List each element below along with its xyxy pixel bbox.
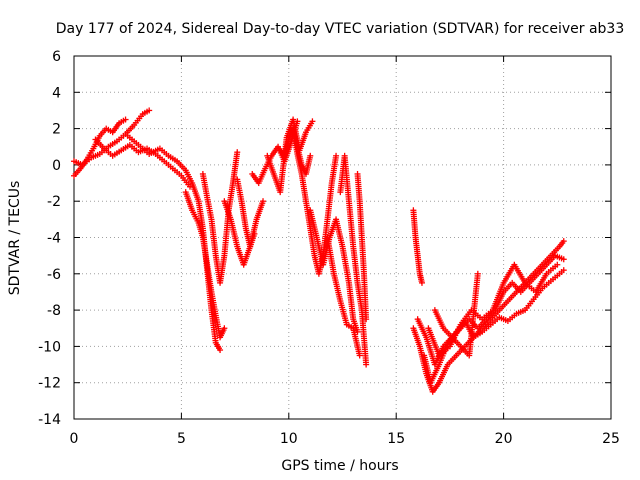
chart-title: Day 177 of 2024, Sidereal Day-to-day VTE… <box>56 21 625 37</box>
x-axis-label: GPS time / hours <box>281 458 398 474</box>
y-axis-label: SDTVAR / TECUs <box>7 181 23 296</box>
grid-lines <box>74 56 611 419</box>
data-point <box>307 152 314 159</box>
y-tick-label: -10 <box>38 339 61 355</box>
x-tick-label: 0 <box>70 431 79 447</box>
y-tick-label: 2 <box>52 122 61 138</box>
y-tick-label: 4 <box>52 85 61 101</box>
y-tick-label: -8 <box>47 303 61 319</box>
data-point <box>560 256 567 263</box>
data-point <box>333 152 340 159</box>
data-point <box>221 325 228 332</box>
data-point <box>122 116 129 123</box>
x-tick-label: 20 <box>495 431 513 447</box>
data-point <box>146 107 153 114</box>
data-point <box>554 261 561 268</box>
data-point <box>363 361 370 368</box>
data-point <box>217 347 224 354</box>
x-tick-label: 5 <box>177 431 186 447</box>
y-tick-label: -4 <box>47 231 61 247</box>
y-tick-label: -2 <box>47 194 61 210</box>
y-tick-label: -6 <box>47 267 61 283</box>
y-tick-label: -12 <box>38 376 61 392</box>
data-point <box>251 230 258 237</box>
data-points <box>71 107 567 395</box>
data-point <box>418 279 425 286</box>
data-point <box>309 118 316 125</box>
data-point <box>234 149 241 156</box>
y-tick-label: 0 <box>52 158 61 174</box>
axis-ticks: 0 5 10 15 20 25 -14 -12 -10 -8 -6 -4 -2 0 2 4 6 <box>38 49 620 447</box>
data-point <box>560 238 567 245</box>
data-point <box>474 270 481 277</box>
x-tick-label: 10 <box>280 431 298 447</box>
y-tick-label: -14 <box>38 412 61 428</box>
x-tick-label: 25 <box>602 431 620 447</box>
y-tick-label: 6 <box>52 49 61 65</box>
data-point <box>363 316 370 323</box>
x-tick-label: 15 <box>387 431 405 447</box>
data-point <box>356 352 363 359</box>
data-point <box>260 198 267 205</box>
data-point <box>560 267 567 274</box>
